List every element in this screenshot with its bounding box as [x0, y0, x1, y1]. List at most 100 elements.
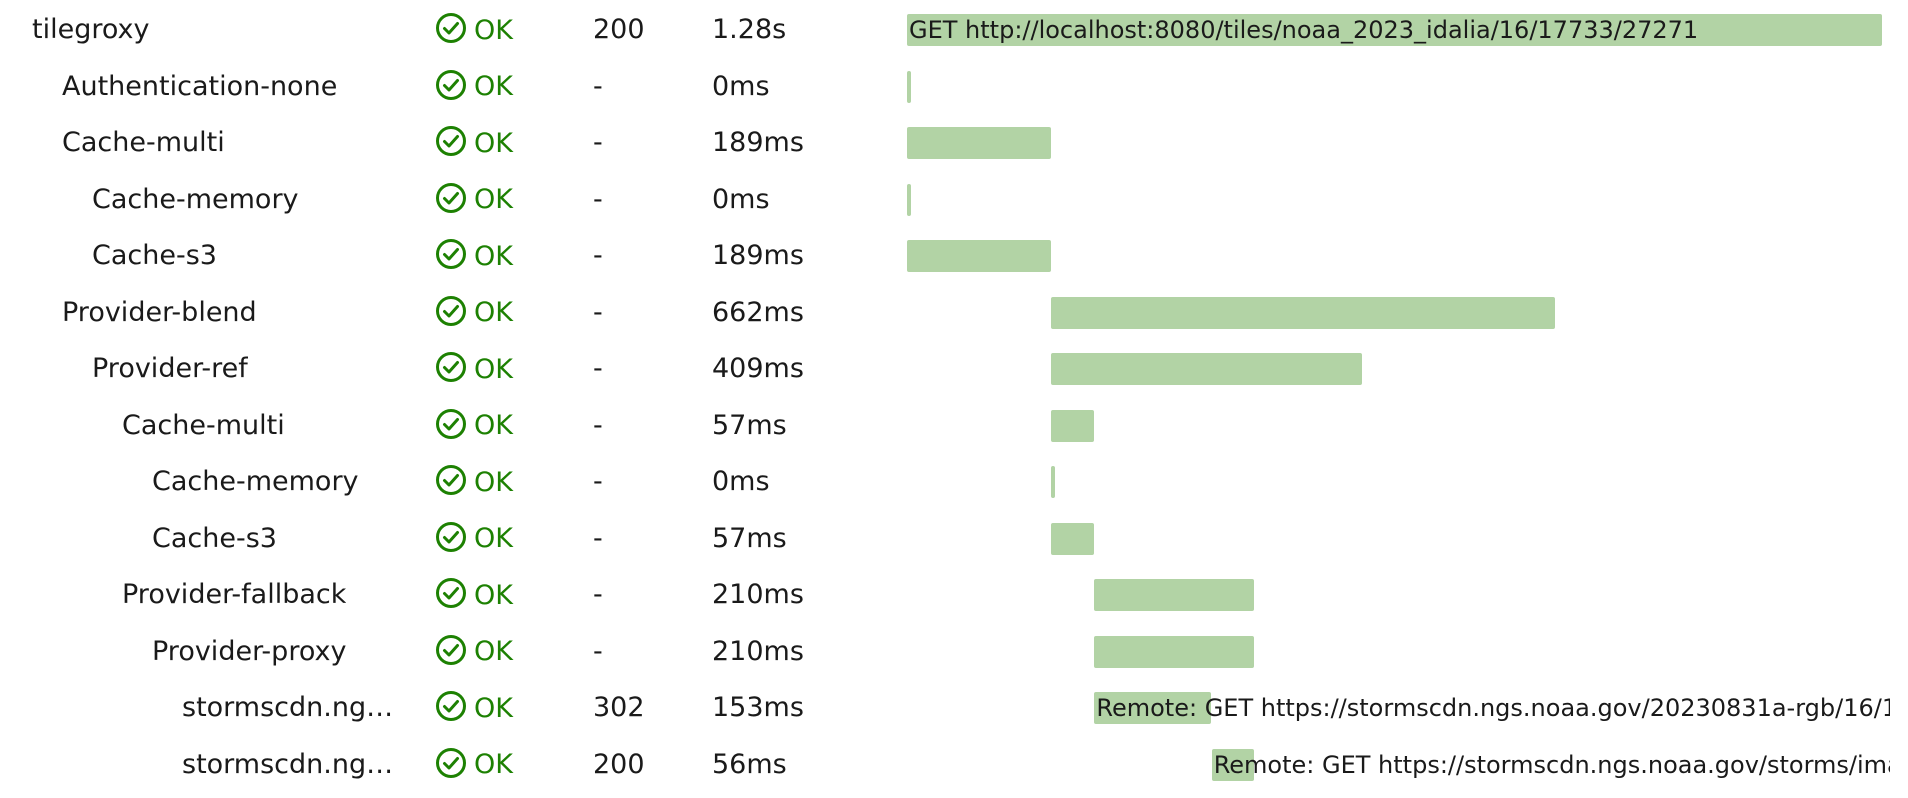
timeline-bar[interactable]	[1094, 579, 1255, 611]
span-duration: 0ms	[712, 183, 770, 215]
span-duration: 662ms	[712, 296, 804, 328]
span-name: stormscdn.ng…	[182, 692, 394, 723]
status-label: OK	[474, 240, 513, 272]
trace-row[interactable]: Authentication-none OK - 0ms	[0, 64, 1908, 121]
check-circle-icon	[435, 690, 467, 726]
span-name: stormscdn.ng…	[182, 748, 394, 780]
status-code: -	[593, 183, 603, 215]
timeline-bar[interactable]	[1050, 409, 1095, 442]
span-duration: 153ms	[712, 692, 804, 723]
span-duration: 189ms	[712, 127, 804, 158]
span-status: OK	[435, 403, 513, 449]
status-code: 200	[593, 14, 645, 45]
status-code: -	[593, 579, 603, 610]
check-circle-icon	[435, 351, 467, 387]
trace-row[interactable]: Cache-multi OK - 189ms	[0, 120, 1908, 177]
span-duration: 56ms	[712, 748, 787, 780]
timeline-bar[interactable]	[907, 14, 1882, 46]
trace-row[interactable]: stormscdn.ng… OK 302 153ms Remote: GET https…	[0, 685, 1908, 742]
timeline-bar[interactable]	[907, 70, 911, 103]
status-code: -	[593, 240, 603, 271]
span-name: Provider-proxy	[152, 635, 347, 667]
span-name: Authentication-none	[62, 70, 338, 102]
span-duration: 189ms	[712, 240, 804, 271]
span-name: Cache-s3	[92, 240, 217, 271]
check-circle-icon	[435, 295, 467, 331]
timeline-bar[interactable]	[1094, 635, 1255, 668]
timeline-bar[interactable]	[1050, 522, 1095, 555]
trace-row[interactable]: Cache-s3 OK - 189ms	[0, 233, 1908, 290]
trace-row[interactable]: Cache-memory OK - 0ms	[0, 459, 1908, 516]
timeline-bar[interactable]	[1050, 296, 1556, 329]
timeline-bar[interactable]	[907, 127, 1051, 159]
span-name: Provider-ref	[92, 353, 248, 384]
span-duration: 1.28s	[712, 14, 787, 45]
span-name: Provider-blend	[62, 296, 257, 328]
span-status: OK	[435, 290, 513, 336]
trace-row[interactable]: Cache-multi OK - 57ms	[0, 403, 1908, 460]
check-circle-icon	[435, 182, 467, 218]
check-circle-icon	[435, 69, 467, 105]
timeline-bar[interactable]	[1050, 353, 1363, 385]
span-status: OK	[435, 177, 513, 223]
timeline-bar[interactable]	[1094, 692, 1211, 724]
span-duration: 210ms	[712, 579, 804, 610]
status-label: OK	[474, 466, 513, 498]
trace-row[interactable]: stormscdn.ng… OK 200 56ms Remote: GET https:…	[0, 742, 1908, 798]
status-label: OK	[474, 71, 513, 102]
timeline-bar[interactable]	[907, 240, 1051, 272]
status-code: -	[593, 522, 603, 554]
trace-row[interactable]: Provider-fallback OK - 210ms	[0, 572, 1908, 629]
timeline-bar[interactable]	[1211, 748, 1255, 781]
span-status: OK	[435, 685, 513, 731]
span-duration: 0ms	[712, 70, 770, 102]
span-name: Cache-memory	[152, 466, 359, 497]
trace-row[interactable]: Provider-ref OK - 409ms	[0, 346, 1908, 403]
span-name: Cache-multi	[62, 127, 225, 158]
status-label: OK	[474, 692, 513, 724]
span-status: OK	[435, 7, 513, 53]
trace-row[interactable]: Cache-memory OK - 0ms	[0, 177, 1908, 234]
span-status: OK	[435, 64, 513, 110]
timeline-label: Remote: GET https://stormscdn.ngs.noaa.g…	[1213, 750, 1890, 779]
check-circle-icon	[435, 408, 467, 444]
status-label: OK	[474, 579, 513, 611]
span-status: OK	[435, 459, 513, 505]
status-code: 200	[593, 748, 645, 780]
status-label: OK	[474, 353, 513, 385]
status-label: OK	[474, 14, 513, 46]
check-circle-icon	[435, 634, 467, 670]
status-code: -	[593, 296, 603, 328]
span-name: Cache-memory	[92, 183, 299, 215]
span-status: OK	[435, 120, 513, 166]
check-circle-icon	[435, 747, 467, 783]
status-code: -	[593, 635, 603, 667]
trace-row[interactable]: Provider-blend OK - 662ms	[0, 290, 1908, 347]
span-status: OK	[435, 629, 513, 675]
status-label: OK	[474, 127, 513, 159]
span-status: OK	[435, 516, 513, 562]
timeline-bar[interactable]	[1050, 466, 1055, 498]
status-label: OK	[474, 636, 513, 667]
status-code: -	[593, 127, 603, 158]
check-circle-icon	[435, 125, 467, 161]
span-status: OK	[435, 233, 513, 279]
check-circle-icon	[435, 464, 467, 500]
status-label: OK	[474, 297, 513, 328]
status-label: OK	[474, 523, 513, 554]
span-name: Cache-multi	[122, 409, 285, 441]
status-code: -	[593, 466, 603, 497]
trace-row[interactable]: tilegroxy OK 200 1.28s GET http://localhost:…	[0, 7, 1908, 64]
span-name: tilegroxy	[32, 14, 150, 45]
status-label: OK	[474, 184, 513, 215]
status-label: OK	[474, 410, 513, 441]
timeline-bar[interactable]	[907, 183, 911, 216]
trace-row[interactable]: Provider-proxy OK - 210ms	[0, 629, 1908, 686]
span-duration: 210ms	[712, 635, 804, 667]
trace-row[interactable]: Cache-s3 OK - 57ms	[0, 516, 1908, 573]
status-code: -	[593, 70, 603, 102]
span-status: OK	[435, 742, 513, 788]
status-code: -	[593, 353, 603, 384]
span-duration: 409ms	[712, 353, 804, 384]
